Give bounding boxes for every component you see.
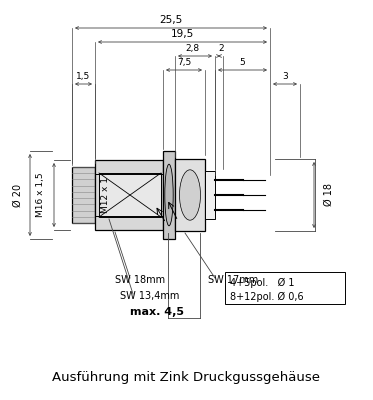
Text: 5: 5 xyxy=(239,58,245,67)
Text: Ausführung mit Zink Druckgussgehäuse: Ausführung mit Zink Druckgussgehäuse xyxy=(52,372,320,384)
Bar xyxy=(95,160,163,230)
Text: max. 4,5: max. 4,5 xyxy=(130,307,184,317)
Text: 8+12pol. Ø 0,6: 8+12pol. Ø 0,6 xyxy=(230,292,304,302)
Text: Ø 18: Ø 18 xyxy=(324,184,334,206)
Text: 3: 3 xyxy=(282,72,288,81)
Bar xyxy=(205,171,215,219)
Text: SW 18mm: SW 18mm xyxy=(115,275,165,285)
Text: 1,5: 1,5 xyxy=(76,72,90,81)
Bar xyxy=(72,167,95,223)
Ellipse shape xyxy=(179,170,201,220)
Text: Ø 20: Ø 20 xyxy=(13,184,23,206)
Text: SW 17mm: SW 17mm xyxy=(208,275,258,285)
Text: 2,8: 2,8 xyxy=(185,44,199,53)
Text: 2: 2 xyxy=(218,44,224,53)
Bar xyxy=(225,272,345,304)
Bar xyxy=(163,151,175,239)
Text: M12 x 1: M12 x 1 xyxy=(100,177,110,213)
Text: 7,5: 7,5 xyxy=(177,58,191,67)
Text: SW 13,4mm: SW 13,4mm xyxy=(120,291,179,301)
Text: 19,5: 19,5 xyxy=(170,29,194,39)
Text: 4+5pol.   Ø 1: 4+5pol. Ø 1 xyxy=(230,278,295,288)
Bar xyxy=(99,173,161,217)
Bar xyxy=(175,159,205,231)
Text: 25,5: 25,5 xyxy=(159,15,183,25)
Ellipse shape xyxy=(165,164,173,226)
Text: M16 x 1,5: M16 x 1,5 xyxy=(35,173,44,217)
